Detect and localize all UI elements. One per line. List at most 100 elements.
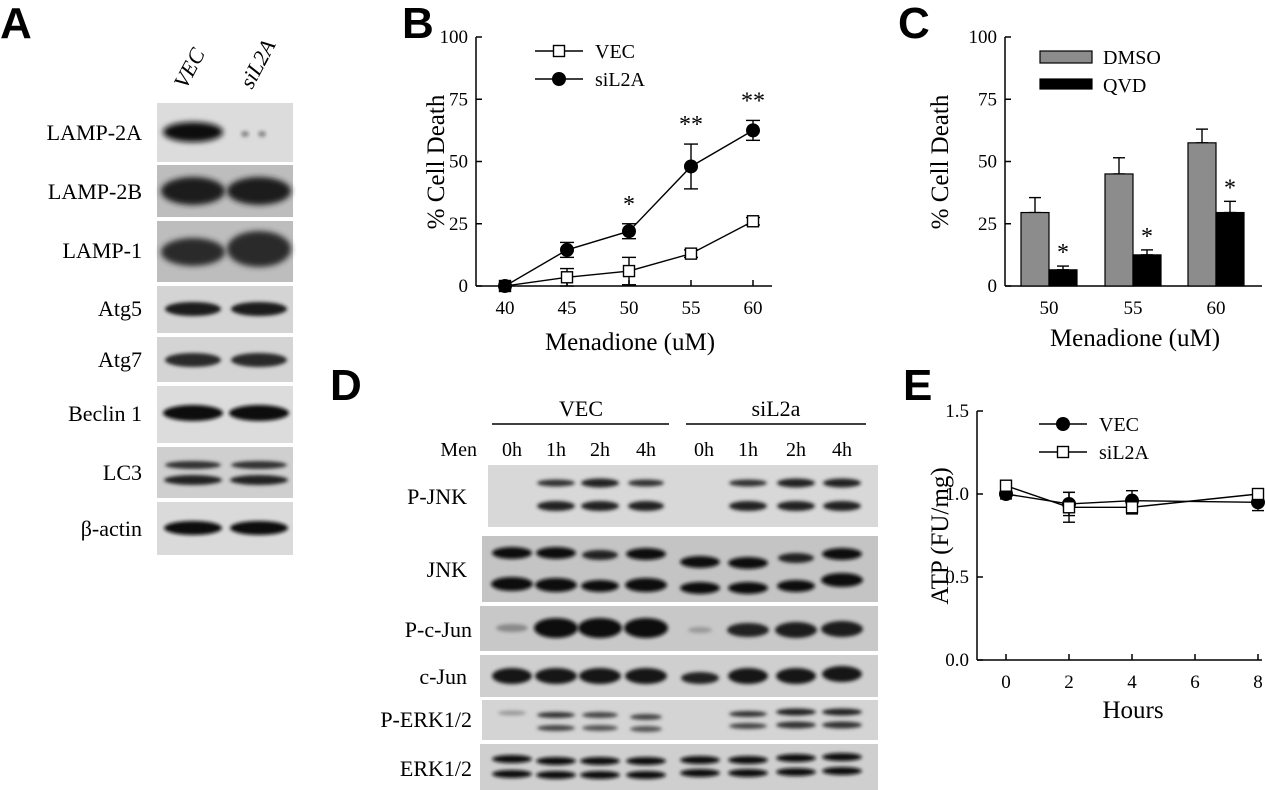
blot-d-band xyxy=(535,668,577,684)
chart-b-ylabel: % Cell Death xyxy=(423,94,450,229)
blot-d-band xyxy=(537,501,575,511)
chart-c-significance-marker: * xyxy=(1057,240,1069,266)
blot-a-band xyxy=(164,475,222,485)
blot-d-band xyxy=(822,666,862,682)
blot-d-band xyxy=(822,753,862,761)
chart-c-bar xyxy=(1020,211,1050,287)
blot-d-band xyxy=(688,627,712,633)
blot-d-band xyxy=(728,557,768,569)
chart-b-point xyxy=(746,215,760,228)
chart-e-y-tick-label: 1.5 xyxy=(945,401,969,422)
chart-b-point xyxy=(746,123,760,138)
blot-d-band xyxy=(822,721,862,729)
blot-a-column-sil2a: siL2A xyxy=(234,35,280,93)
chart-e-x-tick-label: 6 xyxy=(1190,672,1200,693)
blot-a-band xyxy=(230,475,288,485)
blot-d-band xyxy=(681,672,719,684)
chart-b-significance-marker: * xyxy=(623,192,635,218)
chart-c-y-tick-label: 0 xyxy=(988,276,998,297)
chart-b-significance-marker: ** xyxy=(679,112,703,138)
chart-e-x-tick-label: 0 xyxy=(1001,672,1011,693)
chart-b-legend-point xyxy=(552,72,566,86)
chart-c: % Cell Death Menadione (uM) 0 25 50 75 100 50… xyxy=(927,27,1262,352)
chart-c-y-tick-label: 100 xyxy=(969,27,998,48)
chart-b-y-tick-label: 75 xyxy=(449,89,468,110)
blot-d-band xyxy=(582,550,618,560)
chart-c-bar xyxy=(1215,211,1245,287)
blot-d-band xyxy=(492,668,532,684)
blot-d-strip xyxy=(482,700,878,740)
chart-b-y-tick-label: 0 xyxy=(459,276,469,297)
blot-d-time-label: 0h xyxy=(694,439,714,461)
blot-d-band xyxy=(777,580,815,592)
blot-d-band xyxy=(578,618,622,638)
panel-letter-e: E xyxy=(903,361,932,410)
chart-b-point xyxy=(622,224,636,239)
blot-d-band xyxy=(776,721,816,729)
blot-d-band xyxy=(625,578,667,592)
blot-d-band xyxy=(728,756,768,764)
chart-b-point xyxy=(560,242,574,257)
blot-d-band xyxy=(492,755,532,763)
chart-b-xlabel: Menadione (uM) xyxy=(545,329,715,356)
chart-e-legend-label: VEC xyxy=(1099,414,1139,436)
blot-a-band xyxy=(231,302,287,316)
blot-d-band xyxy=(821,621,863,637)
blot-a-row-label: Atg7 xyxy=(98,347,142,372)
blot-d-band xyxy=(537,725,575,731)
blot-d-time-label: 1h xyxy=(738,439,758,461)
blot-d-band xyxy=(777,478,815,488)
blot-a-band xyxy=(164,521,222,535)
chart-b-x-tick-label: 40 xyxy=(496,298,515,319)
blot-d-band xyxy=(776,768,816,776)
blot-d-row-label: JNK xyxy=(427,557,467,582)
blot-a-row-label: LAMP-2A xyxy=(47,120,142,145)
blot-d-row-label: P-c-Jun xyxy=(405,617,472,642)
blot-a-band xyxy=(163,405,223,421)
blot-d-band xyxy=(778,553,814,563)
blot-d-time-label: 4h xyxy=(636,439,656,461)
chart-b-legend-label: VEC xyxy=(595,41,635,63)
chart-e-y-tick-label: 0.0 xyxy=(945,650,969,671)
panel-letter-d: D xyxy=(330,361,362,410)
blot-d-band xyxy=(630,726,662,732)
blot-d-time-label: 4h xyxy=(832,439,852,461)
chart-c-significance-marker: * xyxy=(1141,224,1153,250)
chart-c-legend-label: DMSO xyxy=(1103,47,1161,69)
chart-c-ylabel: % Cell Death xyxy=(927,94,954,229)
blot-d-band xyxy=(581,501,619,511)
blot-d-band xyxy=(624,618,668,638)
chart-e-x-tick-label: 4 xyxy=(1127,672,1137,693)
blot-d-band xyxy=(729,711,767,717)
blot-d-group-vec: VEC xyxy=(559,396,603,421)
chart-c-bar xyxy=(1187,142,1217,287)
blot-d-row-label: ERK1/2 xyxy=(400,756,472,781)
chart-c-y-tick-label: 25 xyxy=(978,214,997,235)
chart-b-x-tick-label: 60 xyxy=(744,298,763,319)
blot-a-band xyxy=(229,405,289,421)
blot-a-row-label: β-actin xyxy=(81,516,142,541)
chart-b-point xyxy=(684,159,698,174)
blot-d-band xyxy=(580,771,620,779)
blot-d-row-label: c-Jun xyxy=(419,664,467,689)
blot-d-time-label: 1h xyxy=(546,439,566,461)
blot-a-row-label: LAMP-2B xyxy=(48,179,142,204)
blot-d-band xyxy=(579,668,621,684)
blot-a-strip xyxy=(157,447,293,498)
chart-e-series-line xyxy=(1005,485,1259,508)
blot-d-band xyxy=(582,712,618,718)
blot-d-row-label: P-ERK1/2 xyxy=(380,707,472,732)
chart-b-y-tick-label: 50 xyxy=(449,152,468,173)
blot-a-band xyxy=(161,177,225,205)
chart-e-y-tick-label: 0.5 xyxy=(945,567,969,588)
blot-d-band xyxy=(680,582,720,594)
chart-b-point xyxy=(622,264,636,278)
blot-d-men-label: Men xyxy=(440,439,477,461)
blot-d-band xyxy=(492,770,532,778)
chart-e-legend-point xyxy=(1056,417,1070,431)
chart-b-legend-label: siL2A xyxy=(595,69,646,91)
blot-d-band xyxy=(823,501,861,511)
chart-c-y-tick-label: 50 xyxy=(978,152,997,173)
blot-d-band xyxy=(537,712,575,718)
blot-d-band xyxy=(729,501,767,511)
